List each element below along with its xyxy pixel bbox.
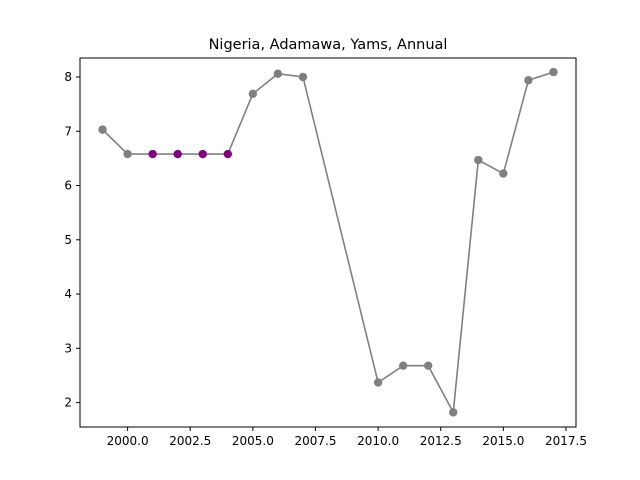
highlighted-data-point [198,149,207,159]
highlighted-data-point [148,149,157,159]
x-tick-label: 2017.5 [545,434,587,448]
x-axis: 2000.0 2002.5 2005.0 2007.5 2010.0 2012.5 2015… [107,427,587,448]
y-tick-label: 3 [64,341,72,355]
y-tick-label: 2 [64,396,72,410]
data-point [524,76,533,85]
plot-area-frame [79,57,577,428]
data-point [98,125,107,134]
highlighted-data-point [223,149,232,159]
highlighted-data-point [173,149,182,159]
data-point [474,155,483,165]
data-point [449,408,458,417]
data-point [298,72,308,82]
data-points [98,67,558,417]
x-tick-label: 2000.0 [107,434,149,448]
data-point [248,89,258,99]
x-tick-label: 2012.5 [420,434,462,448]
y-tick-label: 5 [64,233,72,247]
x-tick-label: 2007.5 [294,434,336,448]
x-tick-label: 2015.0 [482,434,524,448]
data-point [273,69,283,78]
y-tick-label: 4 [64,287,72,301]
data-point [373,378,383,387]
data-point [549,67,558,77]
x-tick-label: 2005.0 [232,434,274,448]
x-tick-label: 2010.0 [357,434,399,448]
y-axis: 2 3 4 5 6 7 8 [64,70,80,410]
data-point [499,169,508,178]
data-point [424,361,433,370]
data-point [123,149,132,159]
y-tick-label: 6 [64,179,72,193]
data-point [398,361,408,370]
y-tick-label: 8 [64,70,72,84]
chart-title: Nigeria, Adamawa, Yams, Annual [209,37,448,53]
y-tick-label: 7 [64,124,72,138]
x-tick-label: 2002.5 [169,434,211,448]
series-line [101,71,554,416]
